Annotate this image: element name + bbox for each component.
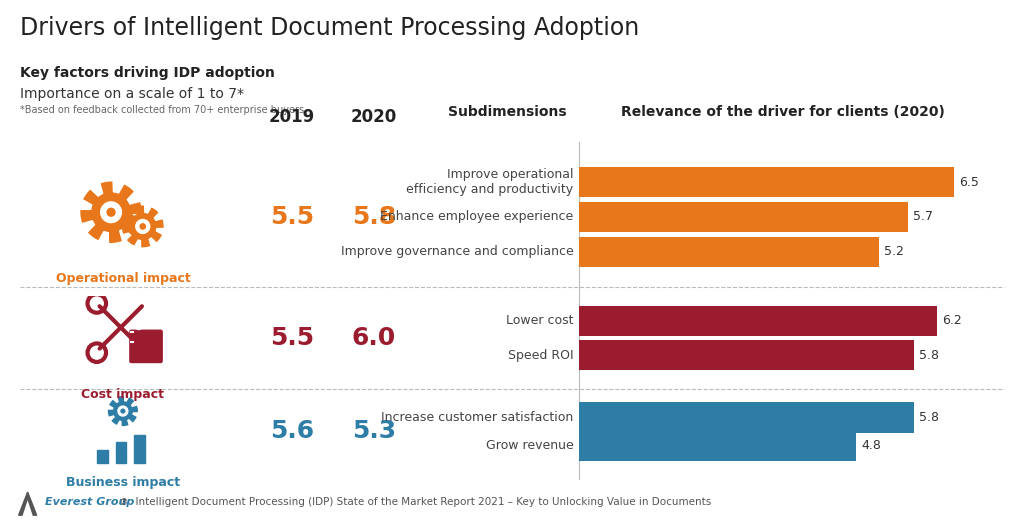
Circle shape [136, 219, 150, 234]
Polygon shape [123, 206, 163, 247]
Text: Cost impact: Cost impact [81, 388, 165, 401]
Text: 5.8: 5.8 [351, 205, 396, 229]
Text: 5.5: 5.5 [269, 326, 314, 350]
Text: Grow revenue: Grow revenue [485, 439, 573, 452]
Text: Improve governance and compliance: Improve governance and compliance [341, 245, 573, 258]
Circle shape [140, 224, 145, 229]
Text: Enhance employee experience: Enhance employee experience [380, 210, 573, 224]
Text: Business impact: Business impact [66, 476, 180, 489]
Text: Relevance of the driver for clients (2020): Relevance of the driver for clients (202… [622, 105, 945, 119]
Text: Improve operational
efficiency and productivity: Improve operational efficiency and produ… [407, 168, 573, 196]
Text: 5.7: 5.7 [913, 210, 933, 224]
Text: 5.6: 5.6 [269, 419, 314, 443]
Circle shape [121, 409, 125, 413]
Text: Operational impact: Operational impact [55, 272, 190, 285]
Text: Speed ROI: Speed ROI [508, 349, 573, 361]
Text: 5.8: 5.8 [919, 349, 939, 361]
Text: 6.5: 6.5 [959, 176, 979, 189]
Circle shape [118, 406, 128, 416]
Text: Subdimensions: Subdimensions [447, 105, 566, 119]
Text: 6.0: 6.0 [351, 326, 396, 350]
Bar [97, 450, 108, 463]
Circle shape [100, 202, 122, 222]
Polygon shape [109, 397, 137, 426]
Text: Increase customer satisfaction: Increase customer satisfaction [381, 411, 573, 424]
Text: ®: ® [120, 498, 128, 507]
Circle shape [108, 208, 115, 216]
Text: 6.2: 6.2 [942, 315, 962, 327]
Text: Key factors driving IDP adoption: Key factors driving IDP adoption [20, 66, 275, 80]
Text: Drivers of Intelligent Document Processing Adoption: Drivers of Intelligent Document Processi… [20, 16, 640, 40]
Text: 2019: 2019 [268, 108, 315, 126]
Bar [116, 442, 126, 463]
FancyBboxPatch shape [129, 329, 163, 363]
Text: 4.8: 4.8 [861, 439, 881, 452]
Text: Everest Group: Everest Group [45, 497, 134, 508]
Text: Intelligent Document Processing (IDP) State of the Market Report 2021 – Key to U: Intelligent Document Processing (IDP) St… [129, 497, 712, 508]
Polygon shape [18, 492, 37, 515]
Text: 5.3: 5.3 [351, 419, 396, 443]
Bar [134, 435, 144, 463]
Circle shape [135, 323, 142, 329]
Text: 5.8: 5.8 [919, 411, 939, 424]
Text: Importance on a scale of 1 to 7*: Importance on a scale of 1 to 7* [20, 87, 245, 101]
Text: 2020: 2020 [350, 108, 397, 126]
Text: 5.2: 5.2 [884, 245, 904, 258]
Text: 5.5: 5.5 [269, 205, 314, 229]
Polygon shape [81, 182, 141, 242]
Text: *Based on feedback collected from 70+ enterprise buyers: *Based on feedback collected from 70+ en… [20, 105, 304, 115]
Text: Lower cost: Lower cost [506, 315, 573, 327]
